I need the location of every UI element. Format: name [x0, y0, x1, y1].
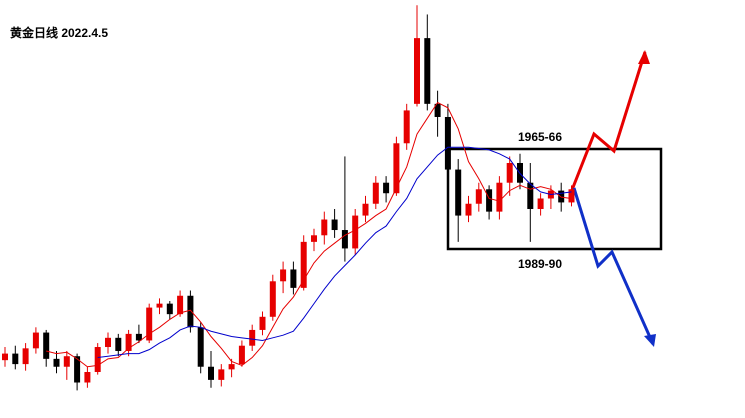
- candle-body: [475, 189, 482, 204]
- candle-body: [53, 358, 60, 367]
- candle-body: [568, 189, 575, 203]
- candle-body: [197, 327, 204, 367]
- candle-body: [249, 329, 256, 346]
- candle-body: [331, 219, 338, 231]
- candle-body: [12, 353, 19, 365]
- candle-body: [403, 110, 410, 144]
- candle-body: [177, 295, 184, 315]
- candle-body: [135, 333, 142, 341]
- candle-body: [125, 333, 132, 351]
- candle-body: [218, 369, 225, 380]
- candle-body: [280, 269, 287, 282]
- candle-body: [187, 295, 194, 328]
- chart-title: 黄金日线 2022.4.5: [10, 25, 108, 40]
- candle-body: [527, 182, 534, 209]
- candle-body: [465, 203, 472, 216]
- candle-body: [228, 364, 235, 370]
- candle-body: [455, 169, 462, 216]
- candle-body: [352, 215, 359, 249]
- candle-body: [156, 303, 163, 308]
- candle-body: [496, 182, 503, 212]
- candle-body: [444, 116, 451, 170]
- candle-body: [434, 103, 441, 117]
- candle-body: [414, 38, 420, 104]
- candle-body: [32, 332, 39, 349]
- candle-body: [84, 371, 91, 383]
- candle-body: [259, 316, 266, 330]
- candle-body: [300, 241, 307, 288]
- candle-body: [2, 353, 8, 361]
- candle-body: [146, 307, 153, 341]
- candle-body: [311, 235, 317, 242]
- moving-average: [97, 146, 572, 359]
- candle-body: [383, 182, 390, 194]
- candle-body: [74, 356, 81, 383]
- candle-body: [424, 38, 431, 104]
- candle-body: [290, 269, 297, 288]
- candle-body: [506, 162, 513, 183]
- candle-body: [63, 356, 70, 367]
- range-box: [446, 147, 663, 251]
- candle-body: [166, 303, 173, 315]
- candle-body: [558, 190, 565, 203]
- moving-average: [46, 101, 572, 368]
- annotation: 1989-90: [518, 257, 562, 271]
- candle-body: [321, 219, 328, 236]
- candle-body: [94, 347, 101, 372]
- candle-body: [537, 198, 544, 209]
- candle-body: [486, 189, 493, 212]
- plot: [2, 5, 575, 391]
- candle-body: [341, 230, 348, 249]
- up-arrow: [570, 50, 650, 191]
- candle-body: [393, 143, 400, 194]
- candle-body: [269, 281, 276, 317]
- candle-body: [22, 348, 29, 365]
- candle-body: [362, 203, 369, 216]
- annotation: 1965-66: [518, 130, 562, 144]
- candle-body: [43, 332, 50, 359]
- down-arrow: [572, 187, 656, 347]
- candle-body: [105, 337, 111, 348]
- candle-body: [208, 366, 214, 380]
- candle-body: [238, 345, 245, 365]
- candle-body: [115, 337, 122, 351]
- candle-body: [372, 182, 379, 204]
